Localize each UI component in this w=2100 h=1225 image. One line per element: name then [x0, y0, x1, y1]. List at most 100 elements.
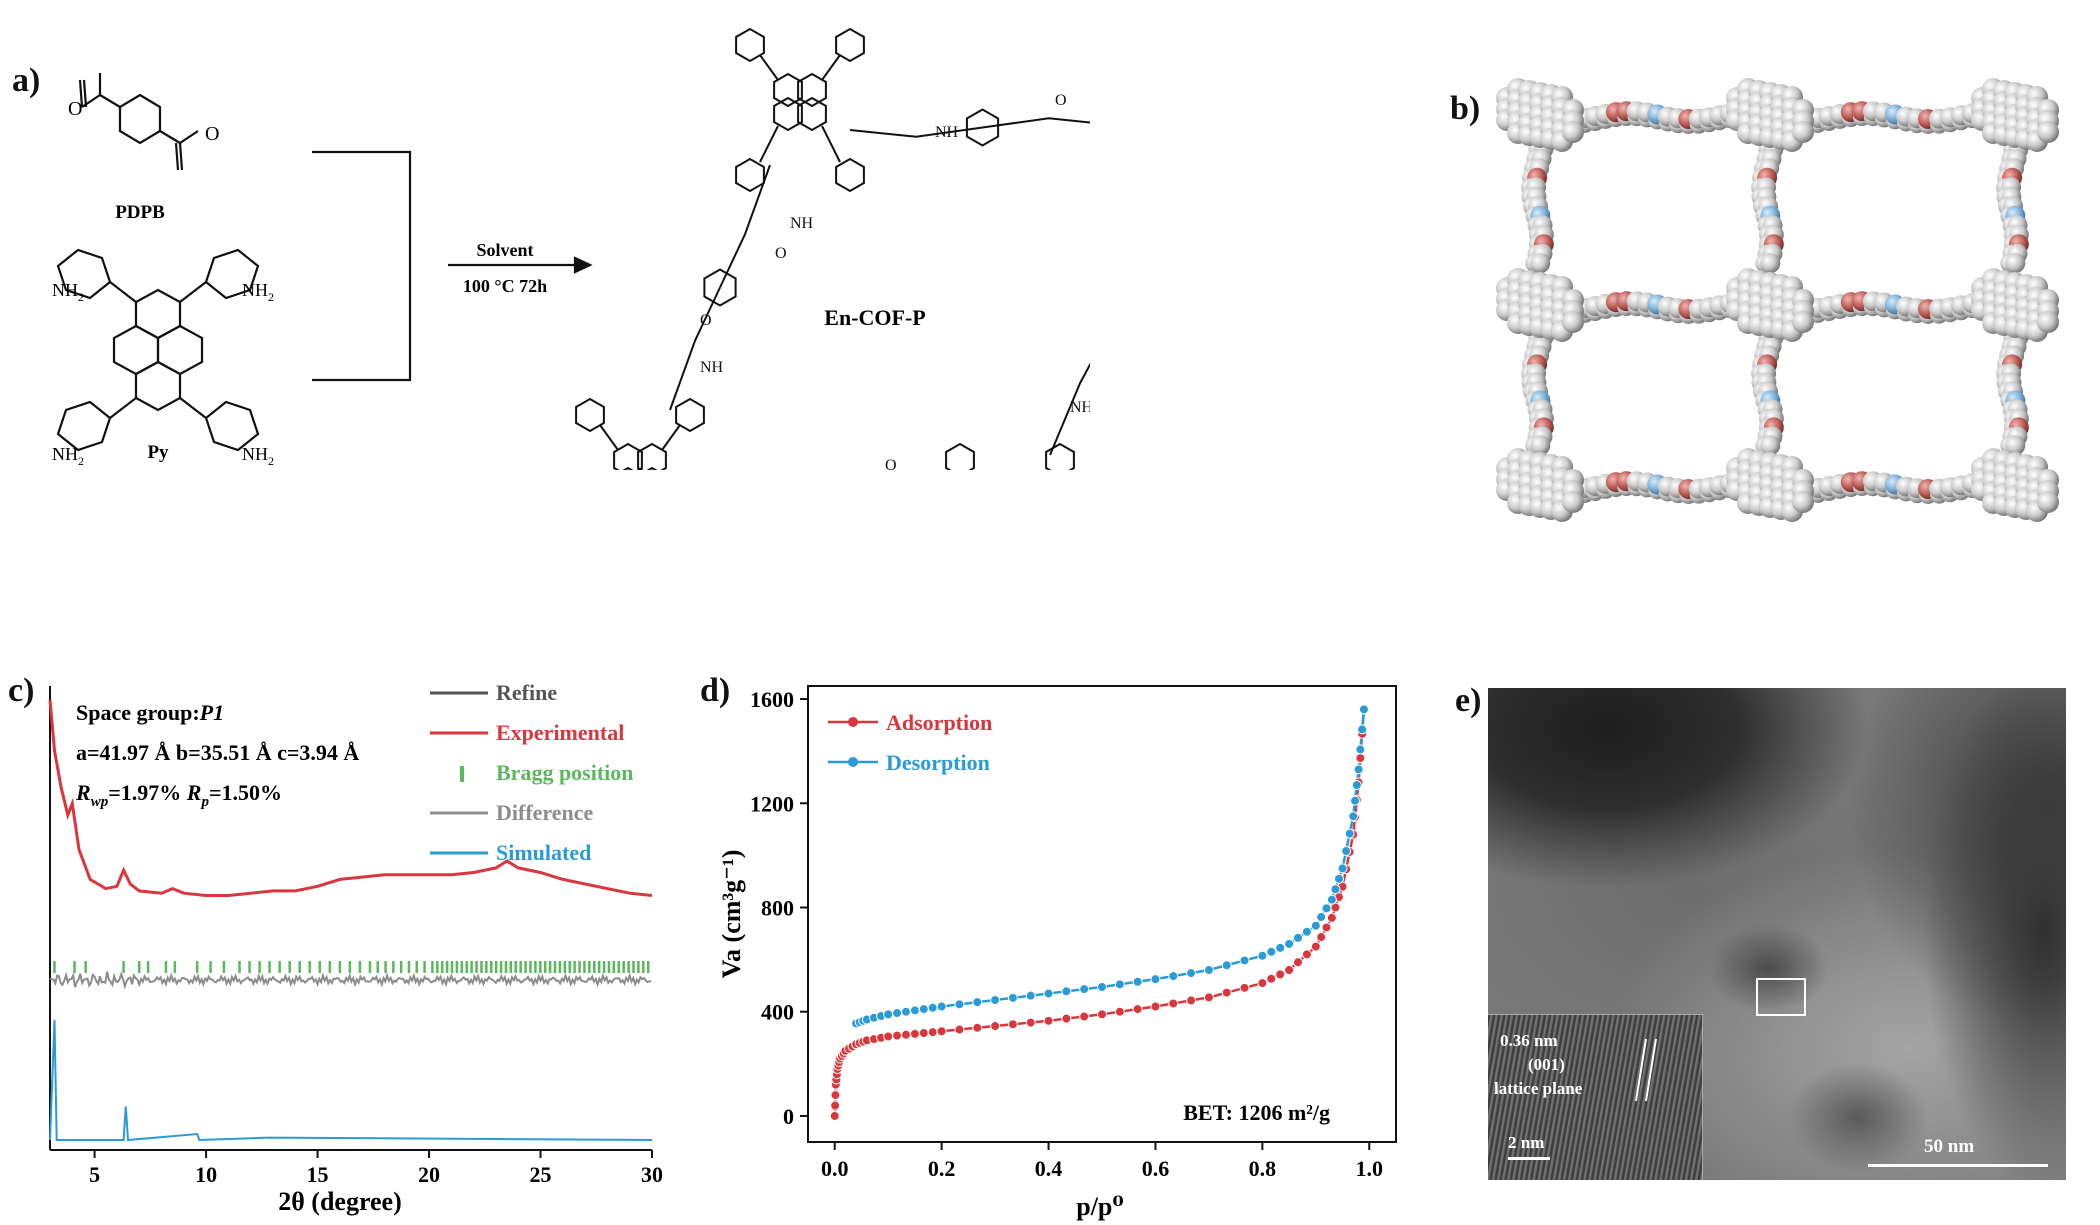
atom-label: NH — [1070, 399, 1090, 416]
legend-marker — [848, 717, 858, 727]
atom-label: NH — [700, 359, 724, 376]
inset-lattice-text: lattice plane — [1494, 1079, 1583, 1098]
node-atom — [1792, 311, 1814, 333]
linker-bond — [719, 164, 771, 288]
desorption-point — [1266, 946, 1277, 957]
xrd-x-tick-label: 10 — [195, 1162, 217, 1187]
adsorption-point — [1321, 922, 1332, 933]
atom-label: NH — [790, 215, 814, 232]
desorption-point — [1330, 884, 1341, 895]
bond — [599, 424, 619, 451]
node-atom — [2037, 121, 2059, 143]
desorption-point — [1025, 990, 1036, 1001]
bond — [759, 125, 779, 163]
desorption-point — [1239, 955, 1250, 966]
desorption-point — [1275, 942, 1286, 953]
xrd-x-label: 2θ (degree) — [278, 1187, 402, 1216]
bet-surface-area: BET: 1206 m²/g — [1183, 1100, 1330, 1125]
phenyl-ring — [835, 27, 865, 63]
desorption-point — [1168, 971, 1179, 982]
product-name: En-COF-P — [824, 305, 925, 330]
adsorption-point — [936, 1026, 947, 1037]
isotherm-chart: 0.0 0.2 0.4 0.6 0.8 1.0 0 400 800 1200 1600 Adsorp… — [717, 685, 1397, 1221]
node-atom — [1562, 491, 1584, 513]
bond — [821, 125, 841, 163]
phenyl-ring — [735, 157, 765, 193]
py-nh2-3: NH2 — [52, 444, 84, 468]
desorption-point — [1284, 938, 1295, 949]
desorption-point — [909, 1005, 920, 1016]
adsorption-point — [829, 1110, 840, 1121]
phenyl-ring — [613, 442, 643, 470]
xrd-x-tick-label: 30 — [641, 1162, 663, 1187]
xrd-chart: 5 10 15 20 25 30 Space group:P1 a=41.97 Å b=3… — [48, 680, 663, 1216]
py-nh2-2: NH2 — [242, 280, 274, 304]
adsorption-point — [1007, 1019, 1018, 1030]
desorption-point — [1348, 811, 1359, 822]
desorption-point — [1326, 894, 1337, 905]
adsorption-point — [1114, 1006, 1125, 1017]
condition-solvent: Solvent — [476, 240, 533, 260]
lattice-fringe-lines — [1635, 1038, 1657, 1102]
atom-label: O — [775, 245, 787, 262]
region-of-interest-box — [1756, 978, 1806, 1016]
panel-d-label: d) — [700, 672, 731, 709]
desorption-point — [927, 1002, 938, 1013]
phenyl-ring — [797, 96, 827, 132]
py-nh2-1: NH2 — [52, 280, 84, 304]
desorption-point — [936, 1001, 947, 1012]
desorption-point — [972, 997, 983, 1008]
atom-label: NH — [935, 124, 959, 141]
adsorption-point — [1293, 957, 1303, 968]
pdpb-name: PDPB — [115, 202, 165, 223]
iso-x-tick-label: 0.0 — [821, 1156, 849, 1181]
adsorption-point — [1097, 1009, 1107, 1020]
phenyl-ring — [675, 397, 705, 433]
desorption-point — [1007, 992, 1018, 1003]
desorption-point — [1350, 795, 1361, 806]
iso-x-tick-label: 0.2 — [928, 1156, 956, 1181]
inset-plane: (001) — [1528, 1055, 1565, 1074]
linker-atom — [1760, 253, 1781, 274]
desorption-point — [1150, 974, 1161, 985]
phenyl-ring — [773, 72, 803, 108]
phenyl-ring — [1045, 442, 1075, 470]
legend-label: Experimental — [496, 720, 624, 745]
atom-label: O — [1055, 92, 1067, 109]
desorption-point — [1337, 863, 1348, 874]
desorption-point — [1301, 926, 1312, 937]
legend-label: Difference — [496, 800, 594, 825]
iso-y-tick-label: 400 — [761, 1000, 794, 1025]
inset-spacing: 0.36 nm — [1500, 1031, 1558, 1050]
adsorption-point — [892, 1030, 903, 1041]
linker-atom — [1760, 435, 1781, 456]
desorption-point — [1357, 724, 1368, 735]
atom-label: O — [885, 457, 897, 470]
xrd-x-tick-label: 25 — [530, 1162, 552, 1187]
linker-bond — [982, 117, 1090, 129]
legend-label: Simulated — [496, 840, 591, 865]
phenyl-ring — [637, 442, 667, 470]
legend-marker — [848, 757, 858, 767]
reaction-scheme: O O PDPB NH2 NH2 NH2 NH2 Py Solvent 100 … — [52, 27, 1090, 470]
node-atom — [1562, 311, 1584, 333]
desorption-point — [1316, 912, 1327, 923]
iso-y-tick-label: 1200 — [750, 791, 794, 816]
space-filling-model — [1496, 78, 2059, 522]
desorption-point — [1221, 960, 1232, 971]
desorption-point — [918, 1004, 929, 1015]
atom-label: O — [700, 312, 712, 329]
adsorption-point — [1275, 969, 1286, 980]
desorption-point — [1043, 988, 1054, 999]
desorption-point — [954, 999, 965, 1010]
desorption-point — [1257, 950, 1268, 961]
bond — [661, 424, 681, 451]
phenyl-ring — [735, 27, 765, 63]
adsorption-point — [972, 1022, 983, 1033]
desorption-point — [1203, 965, 1214, 976]
space-group: Space group:P1 — [76, 700, 224, 725]
desorption-point — [1341, 846, 1352, 857]
iso-x-tick-label: 1.0 — [1356, 1156, 1384, 1181]
hrtem-inset: 0.36 nm (001) lattice plane 2 nm — [1488, 1014, 1703, 1180]
desorption-point — [1353, 764, 1364, 775]
